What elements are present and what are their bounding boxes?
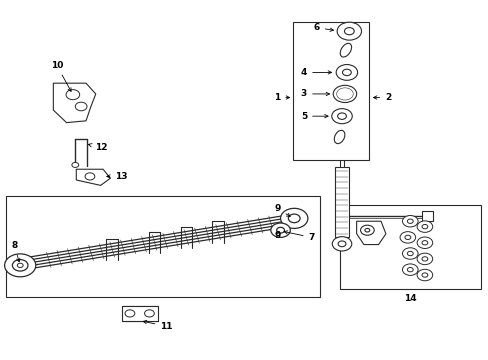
Circle shape: [336, 22, 361, 40]
Circle shape: [344, 28, 353, 35]
Circle shape: [407, 251, 412, 256]
Circle shape: [276, 227, 284, 233]
Polygon shape: [53, 83, 96, 123]
Text: 11: 11: [143, 320, 172, 331]
Circle shape: [416, 221, 432, 232]
Circle shape: [421, 273, 427, 277]
Polygon shape: [356, 221, 385, 244]
Bar: [5, 196, 320, 297]
Bar: [334, 167, 348, 237]
Text: 2: 2: [373, 93, 391, 102]
Circle shape: [75, 102, 87, 111]
Text: 9: 9: [274, 231, 280, 240]
Text: 6: 6: [313, 23, 333, 32]
Circle shape: [339, 90, 349, 98]
Circle shape: [337, 113, 346, 120]
Circle shape: [288, 214, 300, 223]
Circle shape: [280, 208, 307, 228]
Circle shape: [407, 267, 412, 272]
Circle shape: [72, 162, 79, 167]
Text: 8: 8: [11, 241, 20, 262]
Circle shape: [331, 237, 351, 251]
Circle shape: [4, 254, 36, 277]
Circle shape: [402, 248, 417, 259]
Circle shape: [421, 257, 427, 261]
Circle shape: [270, 223, 290, 237]
Bar: [339, 205, 480, 289]
Circle shape: [331, 109, 351, 124]
Text: 14: 14: [403, 294, 416, 303]
Circle shape: [421, 240, 427, 245]
Text: 4: 4: [300, 68, 331, 77]
Circle shape: [416, 237, 432, 248]
Circle shape: [12, 260, 28, 271]
Circle shape: [342, 69, 350, 76]
Circle shape: [416, 269, 432, 281]
Text: 9: 9: [274, 204, 289, 216]
Ellipse shape: [334, 130, 344, 144]
Circle shape: [404, 235, 410, 239]
Polygon shape: [76, 169, 110, 185]
Circle shape: [407, 219, 412, 224]
Text: 1: 1: [273, 93, 289, 102]
Circle shape: [360, 225, 373, 235]
Circle shape: [421, 225, 427, 229]
Circle shape: [66, 90, 80, 100]
Text: 5: 5: [300, 112, 327, 121]
Circle shape: [399, 231, 415, 243]
Circle shape: [416, 253, 432, 265]
Bar: [293, 22, 368, 160]
Text: 3: 3: [300, 89, 329, 98]
Circle shape: [85, 173, 95, 180]
Circle shape: [125, 310, 135, 317]
Circle shape: [364, 228, 369, 232]
Circle shape: [332, 85, 356, 103]
Text: 10: 10: [50, 61, 71, 91]
Circle shape: [144, 310, 154, 317]
Text: 12: 12: [88, 143, 107, 152]
Text: 13: 13: [106, 172, 127, 181]
Circle shape: [17, 263, 23, 267]
Polygon shape: [122, 306, 158, 320]
Bar: [422, 211, 432, 221]
Ellipse shape: [340, 43, 351, 57]
Circle shape: [336, 88, 352, 100]
Circle shape: [402, 264, 417, 275]
Circle shape: [402, 216, 417, 227]
Text: 7: 7: [284, 231, 314, 242]
Circle shape: [335, 64, 357, 80]
Circle shape: [337, 241, 345, 247]
